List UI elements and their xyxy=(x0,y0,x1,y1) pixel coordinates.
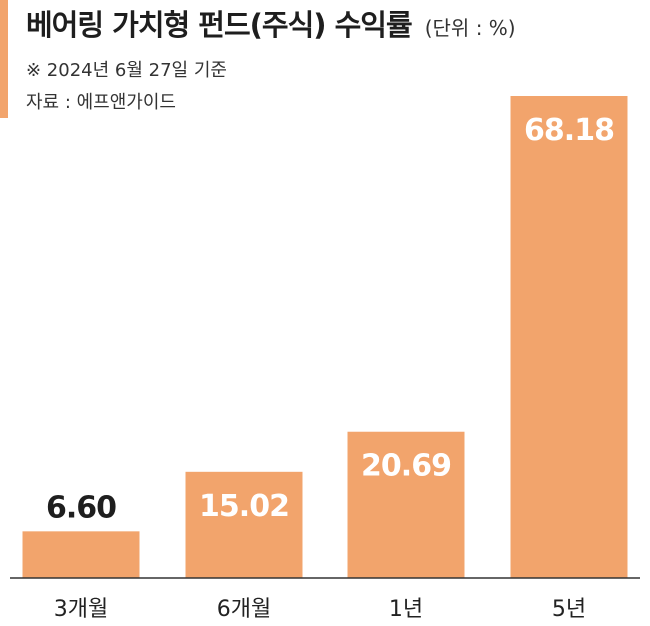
accent-bar xyxy=(0,0,8,118)
category-label-3: 5년 xyxy=(552,597,586,622)
category-label-0: 3개월 xyxy=(54,597,108,622)
value-label-2: 20.69 xyxy=(361,449,451,484)
title-line: 베어링 가치형 펀드(주식) 수익률 (단위 : %) xyxy=(26,2,516,44)
unit-label: (단위 : %) xyxy=(424,16,516,40)
value-label-0: 6.60 xyxy=(46,490,116,525)
date-note: ※ 2024년 6월 27일 기준 xyxy=(26,60,227,81)
bar-0 xyxy=(22,531,140,578)
bar-1 xyxy=(185,471,303,578)
category-label-2: 1년 xyxy=(389,597,423,622)
value-label-3: 68.18 xyxy=(524,113,614,148)
bar-2 xyxy=(347,431,465,578)
bar-3 xyxy=(510,96,628,578)
category-label-1: 6개월 xyxy=(217,597,271,622)
chart-title: 베어링 가치형 펀드(주식) 수익률 xyxy=(26,8,413,42)
source-note: 자료 : 에프앤가이드 xyxy=(26,92,176,113)
value-label-1: 15.02 xyxy=(199,489,289,524)
